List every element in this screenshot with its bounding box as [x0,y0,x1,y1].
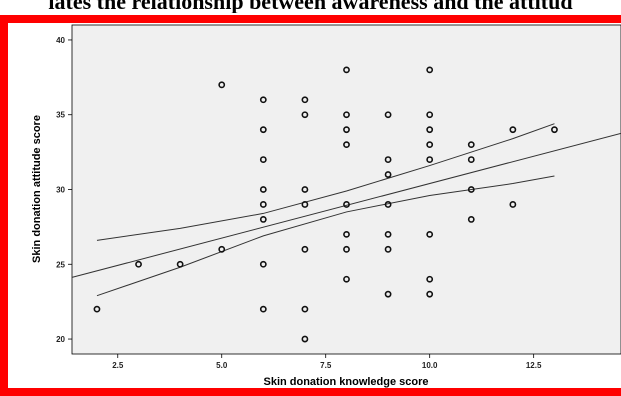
data-point [426,126,434,134]
data-point [551,126,558,134]
data-point [93,305,101,313]
data-point [176,260,184,268]
y-tick-label: 30 [56,186,65,195]
data-point [343,126,350,134]
x-tick-label: 7.5 [320,361,332,370]
data-point [384,201,392,208]
data-point [384,171,392,178]
data-point [218,81,226,89]
data-point [467,186,475,193]
data-point [426,290,434,298]
x-tick-label: 2.5 [112,361,124,370]
figure-caption: lates the relationship between awareness… [48,0,573,13]
data-point [384,156,392,163]
data-point [343,111,350,119]
x-tick-label: 10.0 [422,361,438,370]
data-point [509,126,517,134]
plot-area [71,24,621,355]
data-point [384,111,392,119]
data-point [301,201,309,208]
data-point [259,216,267,223]
data-point [343,245,350,253]
y-tick-label: 35 [56,111,65,120]
data-point [259,186,267,193]
data-point [426,275,434,283]
data-point [301,96,309,104]
data-point [426,66,434,74]
y-tick-label: 20 [56,335,65,344]
data-point [301,305,309,313]
data-point [426,156,434,163]
y-axis-title: Skin donation attitude score [31,115,43,263]
data-point [218,245,226,253]
data-point [426,141,434,149]
x-axis-title: Skin donation knowledge score [263,376,428,388]
data-point [301,186,309,193]
data-point [343,141,350,149]
data-point [259,201,267,208]
data-point [343,230,350,238]
x-tick-label: 5.0 [216,361,228,370]
figure-frame [0,15,621,396]
data-point [384,290,392,298]
data-point [259,126,267,134]
data-point [467,141,475,149]
data-point [259,305,267,313]
data-point [301,335,309,343]
data-point [426,230,434,238]
data-point [301,245,309,253]
data-point [343,201,350,208]
data-point [135,260,142,268]
data-point [384,245,392,253]
x-tick-label: 12.5 [526,361,542,370]
data-point [343,275,350,283]
confidence-band-upper [96,123,555,241]
data-point [467,216,475,223]
data-point [301,111,309,119]
data-point [467,156,475,163]
regression-line [71,132,621,278]
y-tick-label: 40 [56,36,65,45]
data-point [426,111,434,119]
data-point [259,260,267,268]
data-point [509,201,517,208]
data-point [259,96,267,104]
y-tick-label: 25 [56,260,65,269]
data-point [343,66,350,74]
data-point [259,156,267,163]
data-point [384,230,392,238]
